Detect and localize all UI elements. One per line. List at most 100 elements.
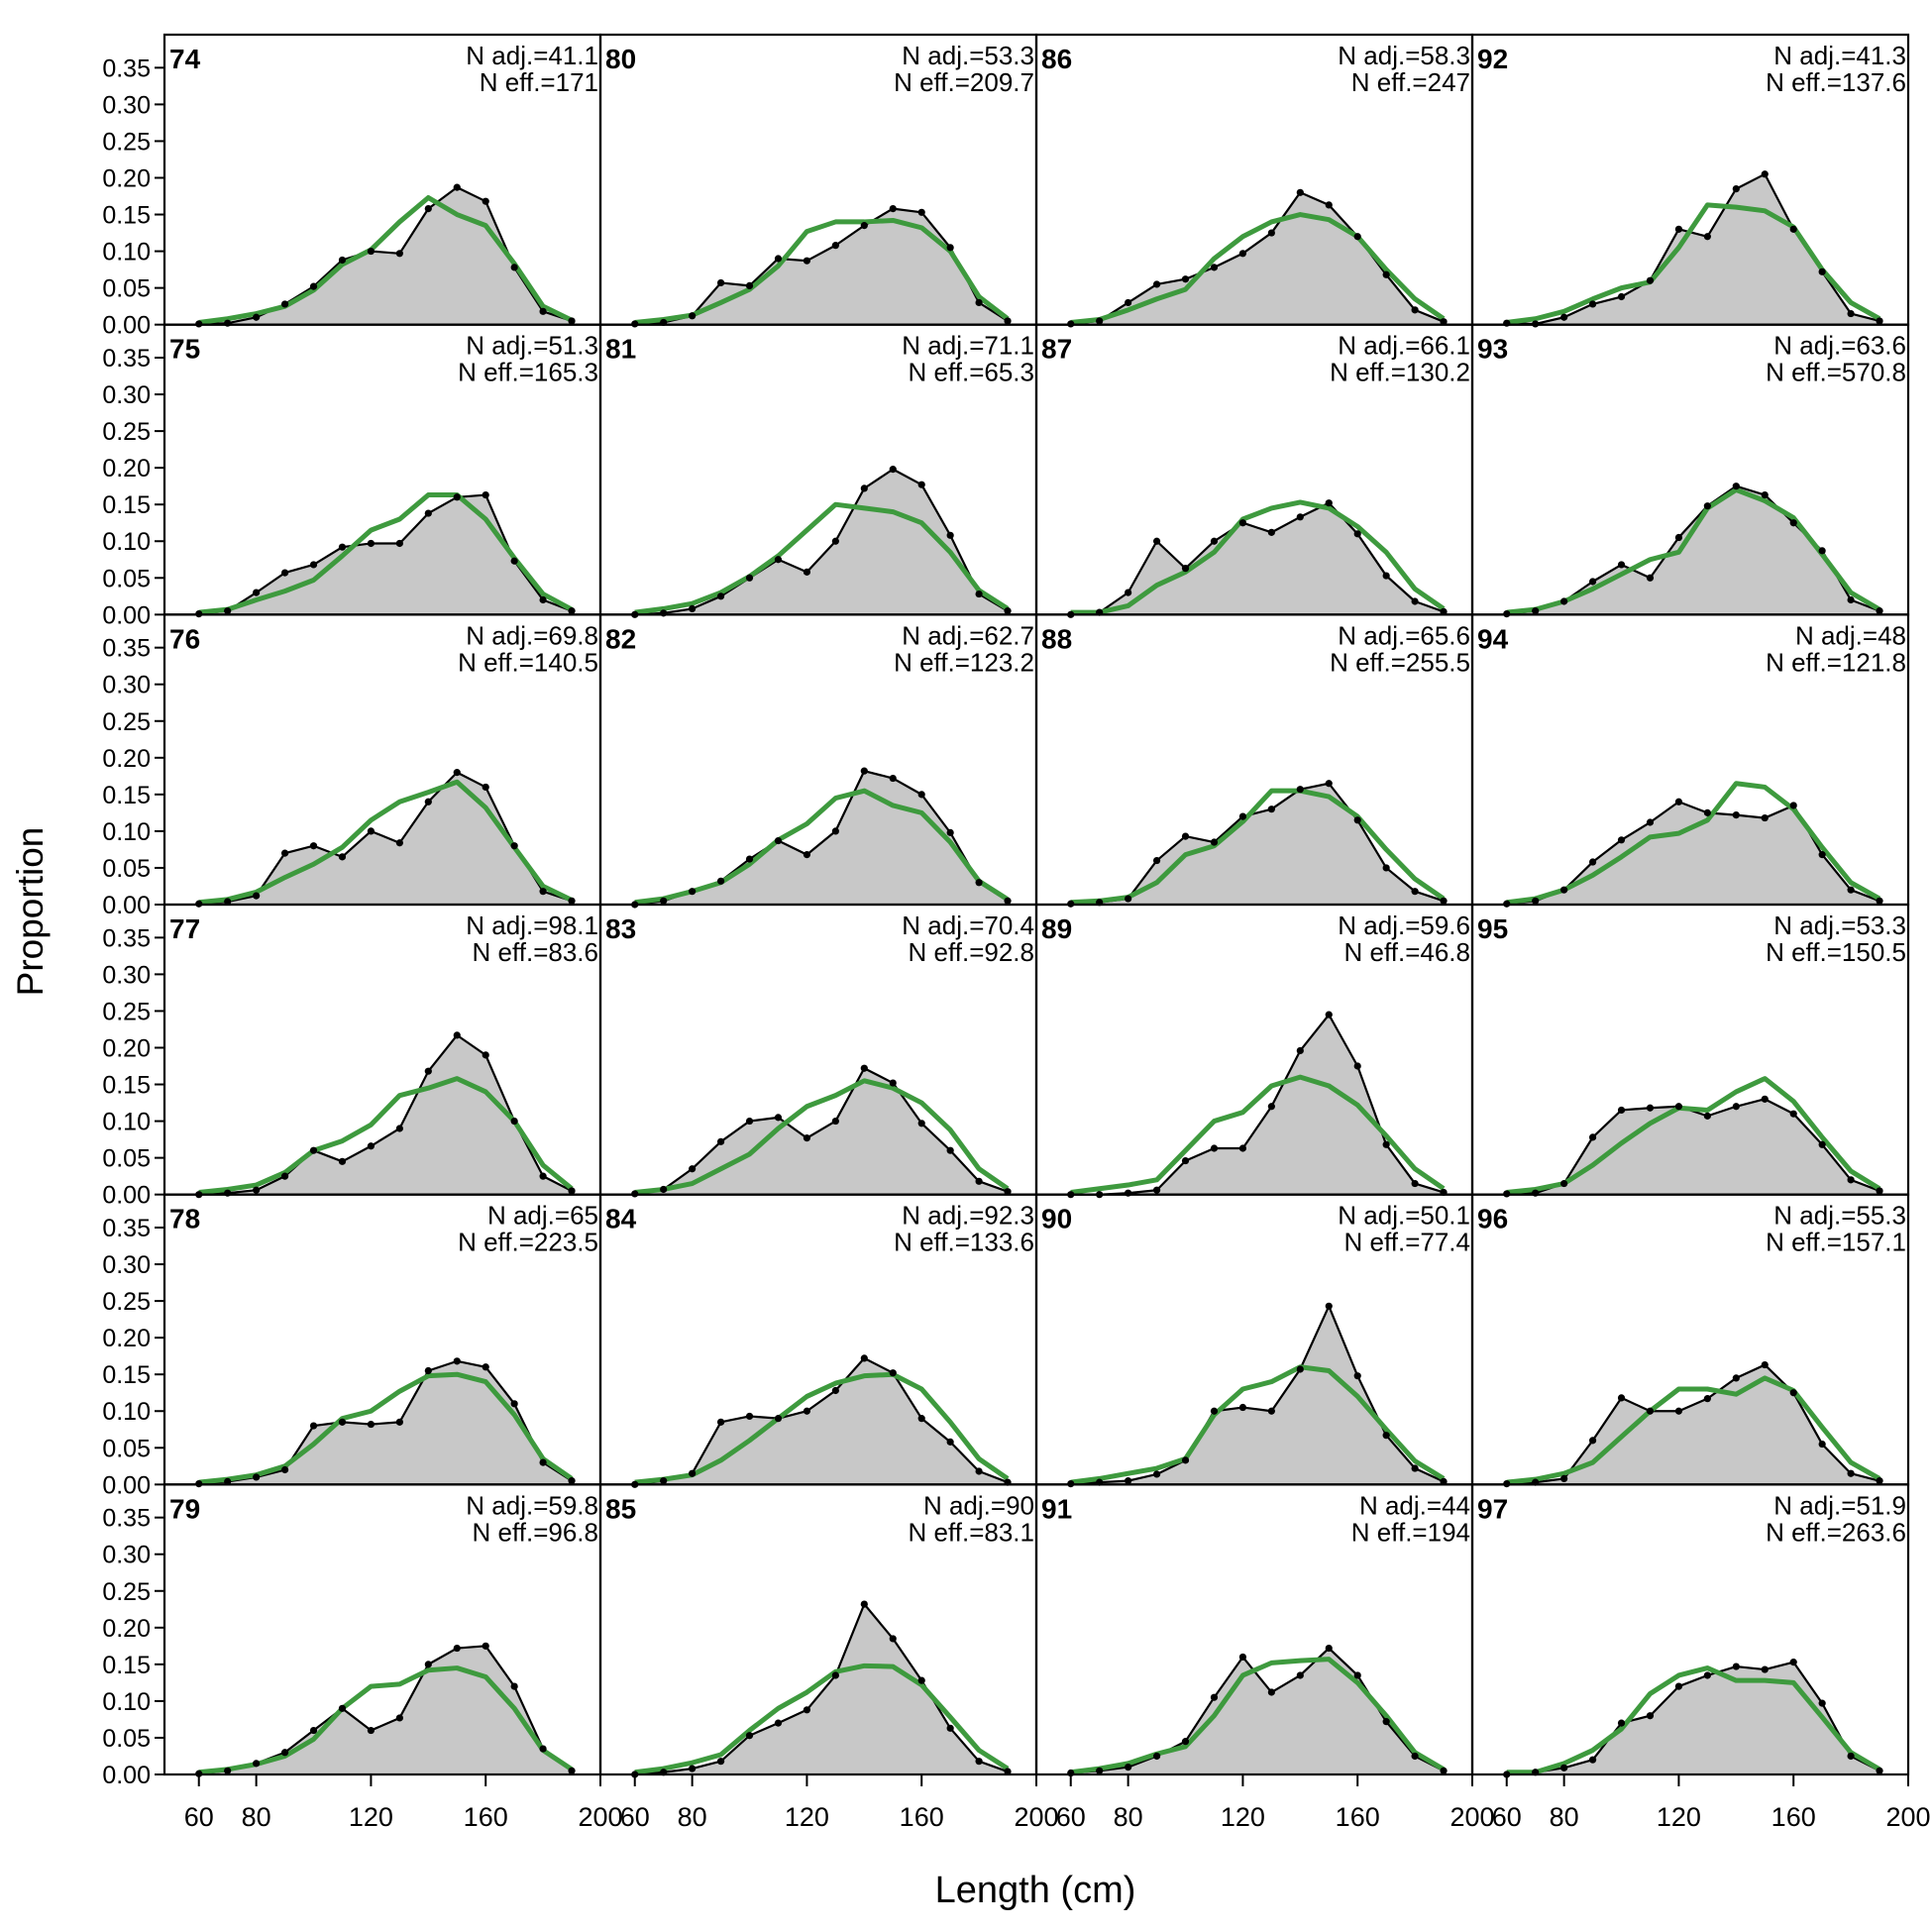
observed-point [745,1117,754,1126]
n-adj-label: N adj.=90 [923,1490,1034,1520]
n-eff-label: N eff.=255.5 [1330,647,1470,677]
n-eff-label: N eff.=209.7 [894,67,1034,97]
panel-90: 90 N adj.=50.1N eff.=77.4 [1034,1193,1474,1488]
observed-point [774,556,783,564]
observed-point [745,855,754,863]
y-tick-label: 0.10 [102,1109,151,1136]
expected-line [634,1078,1010,1195]
observed-point [860,484,868,492]
observed-point [1732,1663,1740,1670]
observed-point [482,490,489,499]
observed-point [1296,513,1304,521]
observed-point [1789,1389,1797,1397]
observed-point [424,1366,432,1375]
y-tick-label: 0.30 [102,1542,151,1569]
observed-point [1181,1156,1190,1165]
observed-point [1296,786,1304,794]
observed-point [889,1079,897,1087]
observed-point [1325,780,1333,788]
observed-point [309,282,318,290]
observed-point [280,569,289,577]
observed-point [1818,268,1826,275]
observed-line [198,1033,573,1196]
panel-96: 96 N adj.=55.3N eff.=157.1 [1470,1193,1910,1488]
observed-area [634,469,1009,615]
panel-76: 76 N adj.=69.8N eff.=140.5 [162,613,602,908]
observed-area [1070,1306,1445,1485]
observed-point [1411,1752,1419,1761]
observed-point [424,798,432,805]
observed-point [774,1415,783,1423]
observed-point [424,509,432,517]
observed-area [1506,1364,1880,1485]
expected-line [198,1076,574,1195]
observed-area [634,208,1009,325]
expected-line [1506,1375,1881,1485]
y-tick-label: 0.20 [102,745,151,773]
observed-point [917,1120,925,1127]
observed-point [831,242,839,250]
n-eff-label: N eff.=137.6 [1766,67,1906,97]
observed-point [975,590,983,598]
n-eff-label: N eff.=223.5 [458,1228,598,1257]
observed-point [1588,1756,1597,1764]
observed-point [1181,1456,1190,1464]
panel-label: 85 [605,1493,636,1524]
panel-label: 90 [1041,1204,1072,1234]
panel-83: 83 N adj.=70.4N eff.=92.8 [598,903,1038,1198]
observed-point [568,607,576,615]
expected-line [1070,1074,1446,1195]
observed-point [338,853,347,861]
panel-79: 79 N adj.=59.8N eff.=96.8 [162,1483,602,1777]
y-tick-label: 0.35 [102,924,151,952]
x-tick-label: 160 [464,1802,508,1832]
observed-point [1267,805,1275,813]
observed-point [689,1165,697,1173]
observed-point [946,1146,954,1154]
observed-point [831,537,839,545]
observed-point [803,257,811,265]
observed-point [1181,275,1190,283]
observed-point [280,849,289,857]
observed-point [1732,1103,1740,1111]
observed-point [1703,502,1711,510]
n-adj-label: N adj.=70.4 [902,911,1034,940]
panel-label: 83 [605,913,636,944]
observed-point [803,1134,811,1142]
observed-point [453,1357,461,1365]
observed-point [975,298,983,307]
observed-point [395,250,403,258]
observed-line [1506,1661,1880,1776]
observed-point [1096,1767,1104,1774]
expected-line [198,492,574,615]
observed-point [1732,811,1740,819]
observed-point [253,1760,261,1768]
observed-point [1818,1140,1826,1148]
x-tick-label: 60 [184,1802,214,1832]
y-tick-label: 0.25 [102,128,151,156]
observed-point [1210,1407,1219,1415]
observed-point [1646,574,1655,582]
observed-point [917,1676,925,1684]
observed-point [338,256,347,265]
x-tick-label: 60 [620,1802,650,1832]
n-eff-label: N eff.=46.8 [1344,937,1470,967]
y-tick-label: 0.05 [102,1145,151,1173]
observed-point [975,1758,983,1766]
observed-point [568,1767,576,1774]
observed-point [803,1407,811,1415]
observed-point [1440,897,1448,905]
observed-point [1703,1395,1711,1403]
expected-line [1506,486,1881,615]
observed-point [395,1418,403,1426]
observed-point [309,561,318,569]
observed-point [1646,818,1655,826]
observed-point [1267,528,1275,536]
observed-point [482,197,489,205]
observed-point [1004,1768,1012,1775]
x-tick-label: 120 [1657,1802,1701,1832]
observed-point [1353,1372,1361,1380]
observed-point [1703,1112,1711,1120]
